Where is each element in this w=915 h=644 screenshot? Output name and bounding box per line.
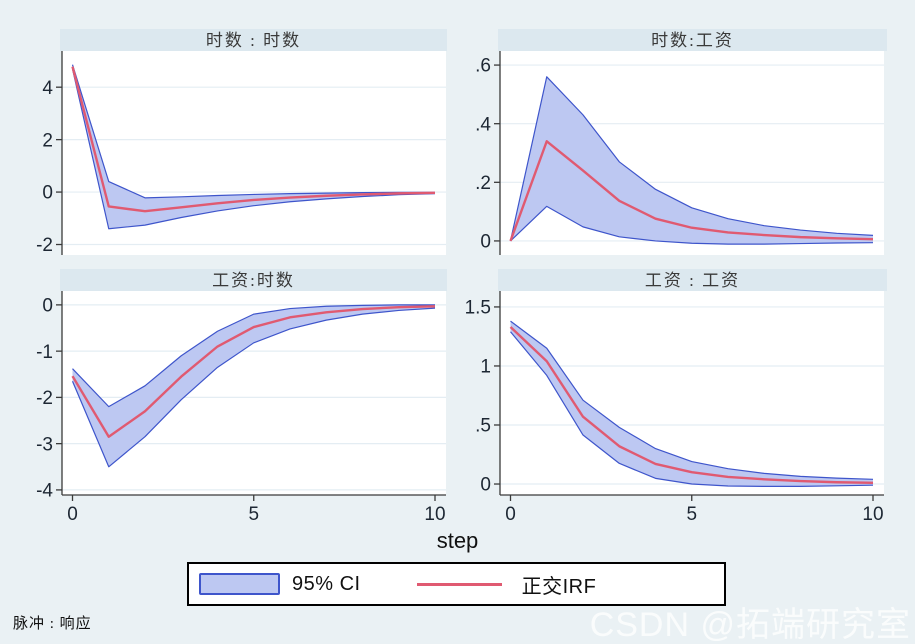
y-tick-label: 0 <box>480 232 491 253</box>
irf-panel: -2 0 2 4 <box>36 51 446 256</box>
irf-line <box>509 140 874 242</box>
y-tick-label: 4 <box>42 78 53 99</box>
ci-lower-edge <box>71 68 436 230</box>
x-tick-label: 10 <box>862 504 883 525</box>
irf-line <box>71 305 436 438</box>
y-tick-label: .5 <box>475 416 491 437</box>
ci-band <box>510 321 873 487</box>
panel-title: 时数 : 时数 <box>60 29 447 51</box>
y-tick-label: .2 <box>475 173 491 194</box>
ci-band <box>510 76 873 245</box>
irf-panel: 0 -1 -2 -3 -4 0 5 10 <box>36 291 446 525</box>
x-tick-label: 0 <box>67 504 78 525</box>
ci-lower-edge <box>510 205 874 245</box>
irf-line <box>509 326 874 485</box>
y-tick-label: -1 <box>36 342 53 363</box>
y-tick-label: 0 <box>480 475 491 496</box>
ci-upper-edge <box>72 304 435 408</box>
ci-band-swatch <box>199 573 280 595</box>
csdn-watermark: CSDN @拓端研究室 <box>589 606 911 644</box>
panel-title: 工资:时数 <box>60 269 447 291</box>
irf-line <box>71 66 436 213</box>
y-tick-label: .6 <box>475 56 491 77</box>
ci-upper-edge <box>71 64 435 199</box>
irf-line-swatch <box>416 582 502 586</box>
y-tick-label: 1.5 <box>465 298 491 319</box>
ci-legend-label: 95% CI <box>292 572 361 595</box>
y-tick-label: 1 <box>480 357 491 378</box>
ci-upper-edge <box>509 76 874 242</box>
panel-title: 工资 : 工资 <box>498 269 887 291</box>
y-tick-label: .4 <box>475 114 491 135</box>
x-axis-title: step <box>436 528 479 553</box>
y-tick-label: -4 <box>36 481 53 502</box>
panel-title: 时数:工资 <box>498 29 887 51</box>
x-tick-label: 5 <box>686 504 697 525</box>
x-tick-label: 0 <box>505 504 516 525</box>
y-tick-label: -2 <box>36 235 53 256</box>
y-tick-label: -3 <box>36 434 53 455</box>
irf-panel: 0 .2 .4 .6 <box>475 51 884 255</box>
irf-legend-label: 正交IRF <box>521 575 597 598</box>
y-tick-label: 2 <box>42 130 53 151</box>
x-tick-label: 5 <box>248 504 259 525</box>
ci-band <box>72 64 435 229</box>
impulse-response-note: 脉冲 : 响应 <box>13 616 92 632</box>
y-tick-label: -2 <box>36 388 53 409</box>
ci-lower-edge <box>71 307 436 468</box>
ci-lower-edge <box>510 331 874 487</box>
y-tick-label: 0 <box>42 296 53 317</box>
legend: 95% CI 正交IRF <box>187 562 726 606</box>
irf-panel: 0 .5 1 1.5 0 5 10 <box>465 291 884 525</box>
y-tick-label: 0 <box>42 183 53 204</box>
ci-upper-edge <box>510 320 874 480</box>
x-tick-label: 10 <box>424 504 445 525</box>
